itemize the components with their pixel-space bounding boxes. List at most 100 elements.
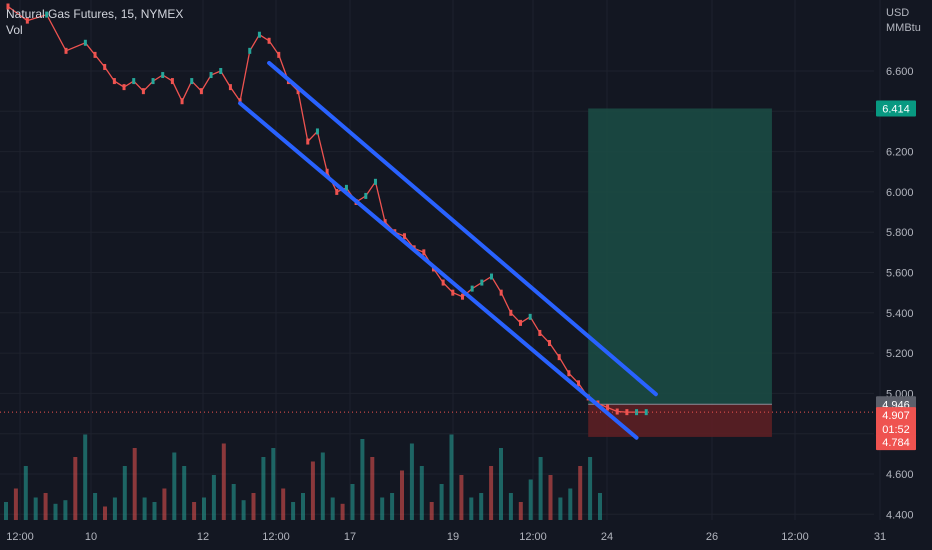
x-tick-label: 12:00 — [262, 531, 290, 543]
volume-indicator-label[interactable]: Vol — [6, 23, 23, 37]
volume-bar — [310, 461, 315, 520]
volume-bar — [588, 457, 593, 520]
y-tick-label: 4.600 — [886, 469, 914, 481]
volume-bar — [400, 470, 404, 520]
price-candle — [470, 285, 474, 292]
price-candle — [480, 279, 484, 286]
price-candle — [25, 17, 29, 24]
channel-upper-trendline[interactable] — [267, 60, 658, 397]
price-badge-last — [876, 407, 916, 438]
price-candle — [180, 98, 184, 105]
price-candle — [257, 31, 261, 38]
x-tick-label: 12 — [197, 531, 209, 543]
volume-bar — [112, 497, 117, 520]
volume-bar — [4, 502, 8, 520]
volume-bar — [152, 502, 157, 520]
volume-bar — [221, 443, 226, 520]
x-tick-label: 17 — [344, 531, 356, 543]
volume-bar — [13, 488, 18, 520]
price-badge-text-target: 6.414 — [882, 103, 910, 115]
price-candle — [557, 354, 561, 361]
volume-bar — [489, 466, 494, 520]
bar-countdown: 01:52 — [882, 424, 910, 436]
volume-bar — [142, 497, 147, 520]
volume-bar — [241, 500, 246, 520]
y-tick-label: 5.400 — [886, 308, 914, 320]
price-candle — [364, 192, 368, 199]
price-candle — [122, 84, 126, 91]
price-candle — [460, 293, 464, 300]
volume-bar — [320, 452, 325, 520]
x-tick-label: 31 — [874, 531, 886, 543]
price-candle — [161, 72, 165, 79]
price-badge-text-last: 4.907 — [882, 410, 910, 422]
price-candle — [170, 78, 174, 85]
price-candle — [277, 51, 281, 58]
volume-bar — [261, 457, 266, 520]
volume-bar — [429, 502, 434, 520]
volume-bar — [578, 466, 583, 520]
channel-lower-trendline[interactable] — [238, 101, 639, 440]
volume-bar — [469, 497, 474, 520]
price-candle — [373, 178, 377, 185]
volume-bar — [33, 497, 38, 520]
volume-bar — [162, 488, 167, 520]
price-candle — [606, 404, 610, 411]
volume-bar — [568, 488, 573, 520]
price-badge-text-stop: 4.784 — [882, 437, 910, 449]
volume-bar — [548, 475, 553, 520]
y-tick-label: 4.400 — [886, 509, 914, 521]
price-candle — [112, 78, 116, 85]
volume-bar — [538, 457, 543, 520]
chart-legend: Natural Gas Futures, 15, NYMEX Vol — [6, 6, 183, 38]
price-axis-header: USD MMBtu — [886, 6, 921, 36]
volume-bar — [202, 497, 206, 520]
price-candle — [83, 39, 87, 46]
price-candle — [248, 47, 252, 54]
price-candle — [151, 78, 155, 85]
price-candle — [190, 78, 194, 85]
price-candle — [509, 309, 513, 316]
price-candle — [451, 289, 455, 296]
x-tick-label: 10 — [85, 531, 97, 543]
volume-bar — [103, 506, 107, 520]
volume-bar — [380, 497, 385, 520]
volume-bar — [53, 503, 58, 520]
x-tick-label: 12:00 — [6, 531, 34, 543]
price-candle — [644, 409, 648, 416]
price-candle — [306, 138, 310, 145]
price-candle — [141, 88, 145, 95]
volume-bar — [192, 502, 197, 520]
symbol-title[interactable]: Natural Gas Futures, 15, NYMEX — [6, 7, 184, 21]
x-tick-label: 12:00 — [781, 531, 809, 543]
volume-bar — [508, 493, 513, 520]
x-tick-label: 24 — [601, 531, 613, 543]
volume-bar — [350, 484, 355, 520]
volume-bar — [211, 475, 216, 520]
price-candle — [615, 408, 619, 415]
currency-label: USD — [886, 7, 910, 19]
price-candle — [209, 72, 213, 79]
price-candle — [228, 84, 232, 91]
price-candle — [325, 168, 329, 175]
price-candle — [296, 88, 300, 95]
y-tick-label: 5.800 — [886, 227, 914, 239]
price-candle — [567, 370, 571, 377]
price-candle — [441, 279, 445, 286]
volume-bar — [598, 493, 602, 520]
price-candle — [103, 63, 107, 70]
take-profit-zone[interactable] — [588, 108, 772, 405]
volume-bar — [301, 493, 305, 520]
price-candle — [422, 249, 426, 256]
price-candle — [344, 184, 348, 191]
price-candle — [519, 319, 523, 326]
volume-bar — [122, 466, 127, 520]
price-candle — [402, 233, 406, 240]
price-candle — [199, 88, 203, 95]
price-candle — [335, 188, 339, 195]
x-tick-label: 19 — [447, 531, 459, 543]
price-candle — [219, 68, 223, 74]
volume-bar — [518, 502, 523, 520]
